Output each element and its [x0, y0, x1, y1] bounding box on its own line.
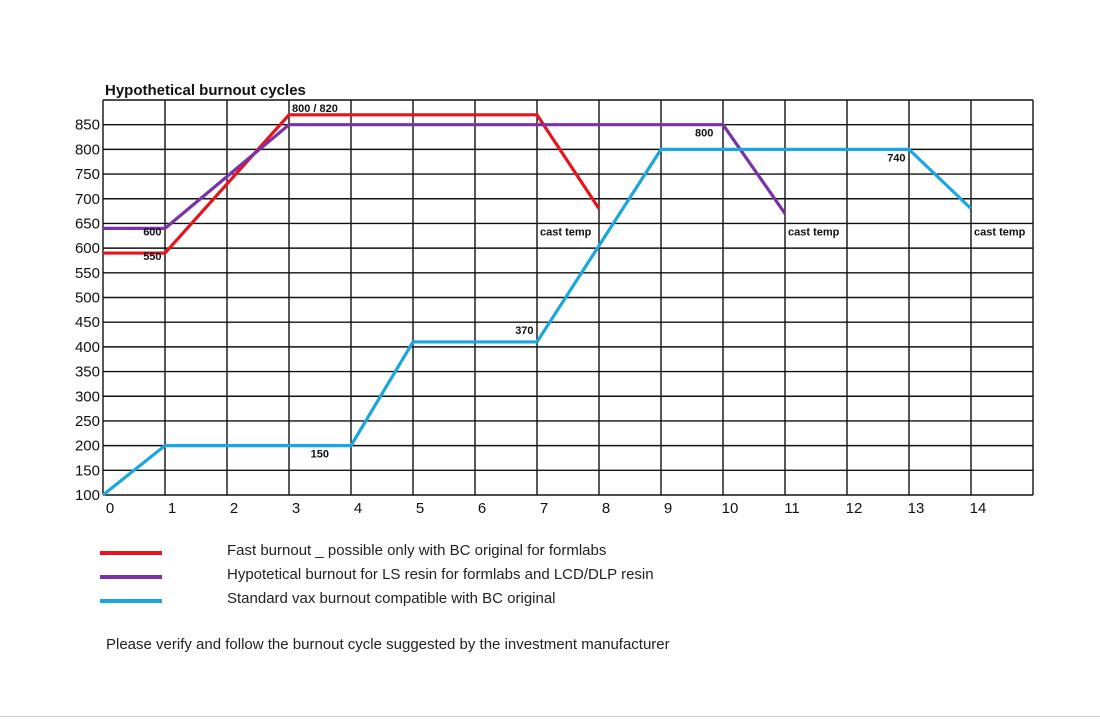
- annotation-label: 550: [143, 251, 161, 263]
- annotation-label: 600: [143, 226, 161, 238]
- x-tick-label: 2: [230, 500, 238, 517]
- annotation-label: 370: [515, 325, 533, 337]
- x-tick-label: 0: [106, 500, 114, 517]
- y-tick-label: 100: [75, 487, 100, 504]
- y-tick-label: 500: [75, 290, 100, 307]
- legend-swatch: [100, 575, 162, 579]
- x-tick-label: 9: [664, 500, 672, 517]
- series-line-2: [102, 147, 973, 497]
- legend-swatch: [100, 551, 162, 555]
- annotation-label: 740: [887, 152, 905, 164]
- x-tick-label: 14: [970, 500, 987, 517]
- annotation-label: cast temp: [540, 226, 592, 238]
- legend-swatch: [100, 599, 162, 603]
- x-tick-label: 11: [784, 500, 800, 517]
- y-tick-label: 550: [75, 265, 100, 282]
- annotation-label: 800: [695, 128, 713, 140]
- x-tick-label: 4: [354, 500, 362, 517]
- x-tick-label: 5: [416, 500, 424, 517]
- annotation-label: 800 / 820: [292, 103, 338, 115]
- chart-series: [102, 113, 973, 497]
- divider: [0, 716, 1100, 717]
- chart-grid: [102, 99, 1034, 496]
- x-tick-label: 10: [722, 500, 739, 517]
- y-tick-label: 600: [75, 240, 100, 257]
- series-line-0: [103, 113, 601, 255]
- y-tick-label: 750: [75, 166, 100, 183]
- y-tick-label: 650: [75, 215, 100, 232]
- y-tick-label: 150: [75, 462, 100, 479]
- x-tick-label: 8: [602, 500, 610, 517]
- legend-label: Fast burnout _ possible only with BC ori…: [227, 542, 607, 559]
- y-axis-ticks: 100 150 200 250 300 350 400 450 500 550 600 650 700 7…: [75, 117, 100, 504]
- annotation-label: cast temp: [788, 226, 840, 238]
- chart-title: Hypothetical burnout cycles: [105, 82, 306, 99]
- legend-label: Hypotetical burnout for LS resin for for…: [227, 566, 654, 583]
- y-tick-label: 700: [75, 191, 100, 208]
- x-tick-label: 7: [540, 500, 548, 517]
- x-tick-label: 1: [168, 500, 176, 517]
- y-tick-label: 250: [75, 413, 100, 430]
- x-tick-label: 12: [846, 500, 863, 517]
- x-tick-label: 6: [478, 500, 486, 517]
- annotation-label: 150: [311, 449, 329, 461]
- footnote: Please verify and follow the burnout cyc…: [106, 636, 670, 653]
- y-tick-label: 850: [75, 117, 100, 134]
- chart-annotations: 800 / 820 600 550 800 740 cast temp cast temp c…: [143, 103, 1025, 461]
- y-tick-label: 300: [75, 388, 100, 405]
- series-line-1: [103, 123, 787, 230]
- x-tick-label: 3: [292, 500, 300, 517]
- y-tick-label: 450: [75, 314, 100, 331]
- y-tick-label: 800: [75, 141, 100, 158]
- y-tick-label: 200: [75, 438, 100, 455]
- y-tick-label: 350: [75, 364, 100, 381]
- annotation-label: cast temp: [974, 226, 1026, 238]
- x-axis-ticks: 0 1 2 3 4 5 6 7 8 9 10 11 12 13 14: [106, 500, 987, 517]
- y-tick-label: 400: [75, 339, 100, 356]
- x-tick-label: 13: [908, 500, 925, 517]
- legend-label: Standard vax burnout compatible with BC …: [227, 590, 556, 607]
